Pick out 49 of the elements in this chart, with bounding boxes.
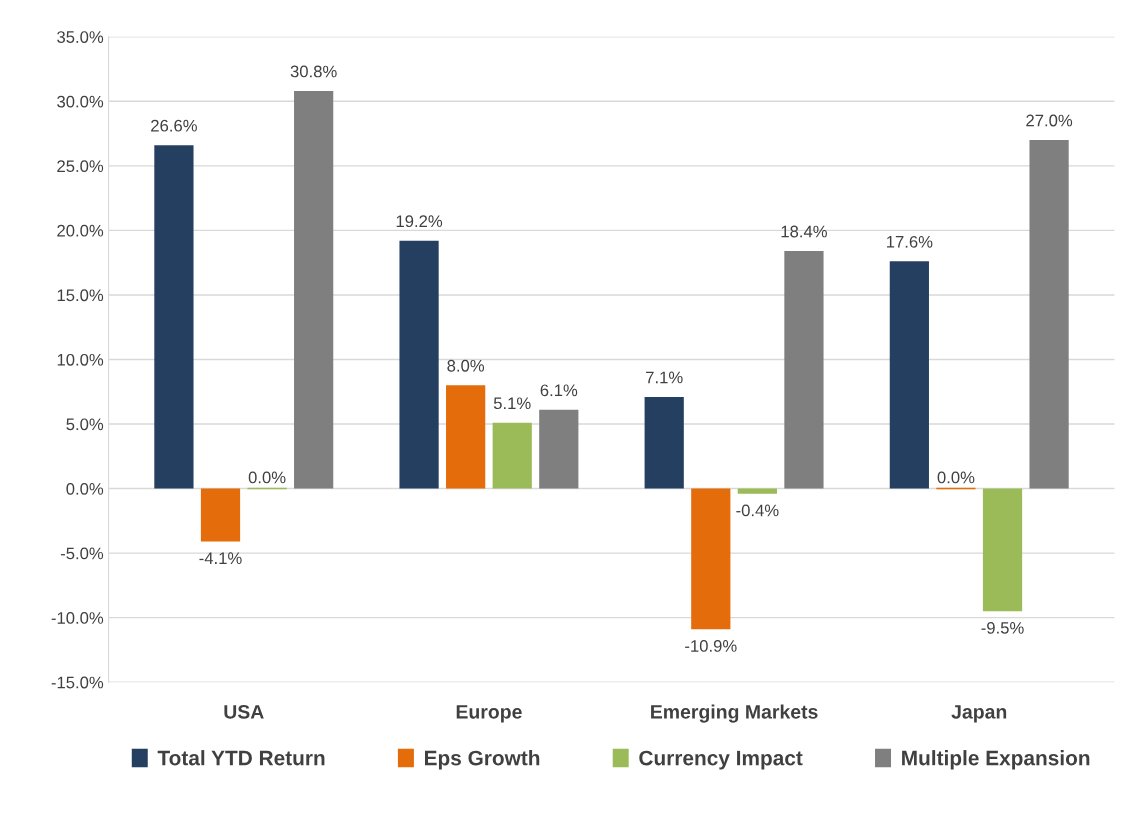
x-tick-label: USA (224, 704, 264, 719)
bar (492, 422, 532, 489)
x-tick-label: Emerging Markets (651, 704, 818, 723)
bar (982, 488, 1023, 612)
data-label: 18.4% (781, 225, 827, 238)
data-label: 0.0% (937, 471, 975, 484)
bar (1029, 140, 1069, 489)
bar (446, 385, 486, 489)
data-label: -4.1% (199, 552, 242, 564)
y-tick-label: 0.0% (66, 482, 104, 495)
y-tick-label: 5.0% (66, 418, 104, 431)
bar (889, 261, 929, 489)
data-label: 30.8% (290, 65, 337, 78)
bar (644, 396, 684, 489)
y-tick-label: -10.0% (51, 612, 104, 624)
data-label: -9.5% (981, 621, 1024, 634)
data-label: 17.6% (887, 235, 933, 248)
y-tick-label: -5.0% (60, 547, 104, 560)
data-label: 5.1% (493, 397, 531, 410)
data-label: 7.1% (646, 371, 683, 384)
bar (200, 488, 241, 542)
data-label: 19.2% (396, 215, 443, 228)
bar (154, 145, 194, 489)
data-label: 6.1% (540, 384, 578, 397)
legend-label: Currency Impact (639, 750, 803, 770)
data-label: -10.9% (685, 640, 737, 652)
y-tick-label: 30.0% (57, 95, 104, 108)
bar (737, 488, 777, 494)
bar (294, 90, 334, 489)
bar (539, 409, 579, 489)
data-label: 8.0% (447, 359, 485, 372)
x-tick-label: Japan (951, 705, 1007, 723)
y-tick-label: 10.0% (57, 353, 104, 366)
legend-label: Multiple Expansion (902, 750, 1090, 770)
data-label: -0.4% (736, 504, 779, 517)
bar (399, 240, 439, 489)
bar (691, 488, 731, 630)
data-label: 0.0% (248, 471, 286, 484)
data-label: 27.0% (1026, 114, 1073, 127)
legend-label: Total YTD Return (157, 750, 325, 766)
y-tick-label: 15.0% (57, 289, 104, 302)
data-label: 26.6% (151, 119, 197, 132)
y-tick-label: 35.0% (57, 31, 104, 43)
y-tick-label: 20.0% (57, 224, 104, 237)
y-tick-label: -15.0% (51, 676, 104, 689)
legend-label: Eps Growth (425, 750, 540, 770)
y-tick-label: 25.0% (57, 160, 104, 173)
bar (784, 251, 824, 489)
x-tick-label: Europe (456, 705, 522, 723)
